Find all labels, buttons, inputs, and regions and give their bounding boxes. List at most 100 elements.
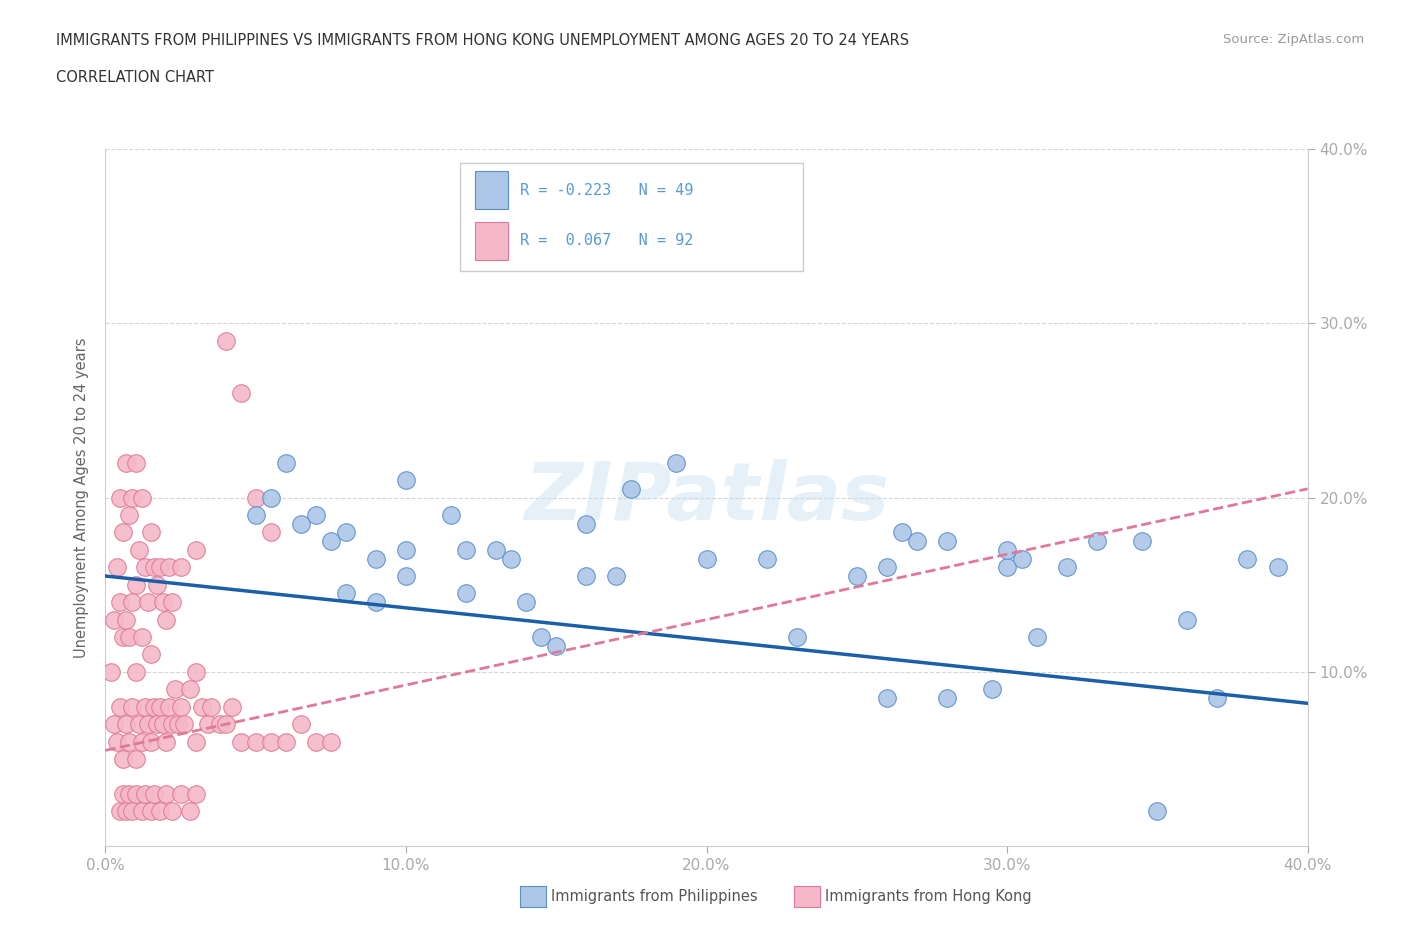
- Point: [148, 804, 170, 819]
- Point: [124, 787, 146, 802]
- Text: Immigrants from Hong Kong: Immigrants from Hong Kong: [825, 889, 1032, 904]
- Point: [118, 735, 141, 750]
- Point: [155, 612, 177, 627]
- Point: [169, 699, 191, 714]
- Point: [335, 525, 357, 540]
- Point: [115, 456, 138, 471]
- Point: [1026, 630, 1049, 644]
- Point: [214, 333, 236, 348]
- Point: [155, 787, 177, 802]
- Point: [139, 647, 162, 662]
- Point: [107, 560, 129, 575]
- Point: [124, 665, 146, 680]
- Point: [118, 787, 141, 802]
- Point: [139, 525, 162, 540]
- Point: [179, 682, 201, 697]
- Point: [131, 804, 153, 819]
- Point: [208, 717, 231, 732]
- Point: [995, 560, 1018, 575]
- Point: [110, 490, 132, 505]
- Point: [169, 560, 191, 575]
- Point: [160, 717, 183, 732]
- Point: [184, 735, 207, 750]
- Point: [1267, 560, 1289, 575]
- Point: [148, 560, 170, 575]
- Point: [1236, 551, 1258, 566]
- Point: [115, 717, 138, 732]
- Point: [112, 525, 135, 540]
- Point: [157, 560, 180, 575]
- Text: Source: ZipAtlas.com: Source: ZipAtlas.com: [1223, 33, 1364, 46]
- Point: [173, 717, 195, 732]
- Point: [157, 699, 180, 714]
- Point: [128, 542, 150, 557]
- Point: [1011, 551, 1033, 566]
- Point: [136, 717, 159, 732]
- Point: [124, 456, 146, 471]
- Point: [305, 735, 328, 750]
- Point: [110, 804, 132, 819]
- Point: [245, 735, 267, 750]
- Text: CORRELATION CHART: CORRELATION CHART: [56, 70, 214, 85]
- Point: [395, 542, 418, 557]
- Point: [1146, 804, 1168, 819]
- Point: [136, 595, 159, 610]
- Point: [1085, 534, 1108, 549]
- Point: [605, 568, 627, 583]
- Point: [112, 787, 135, 802]
- Point: [905, 534, 928, 549]
- Point: [575, 516, 598, 531]
- Point: [121, 490, 143, 505]
- Point: [142, 787, 165, 802]
- Point: [155, 735, 177, 750]
- Point: [107, 735, 129, 750]
- Point: [197, 717, 219, 732]
- Point: [142, 560, 165, 575]
- Point: [290, 717, 312, 732]
- Point: [305, 508, 328, 523]
- Text: R = -0.223   N = 49: R = -0.223 N = 49: [520, 182, 693, 197]
- Point: [103, 717, 125, 732]
- Point: [981, 682, 1004, 697]
- Point: [112, 751, 135, 766]
- Point: [454, 586, 477, 601]
- Point: [131, 490, 153, 505]
- Point: [184, 542, 207, 557]
- Point: [575, 568, 598, 583]
- Bar: [474, 171, 508, 209]
- Point: [440, 508, 463, 523]
- Point: [665, 456, 688, 471]
- Point: [131, 735, 153, 750]
- Y-axis label: Unemployment Among Ages 20 to 24 years: Unemployment Among Ages 20 to 24 years: [75, 338, 90, 658]
- Point: [163, 682, 186, 697]
- Point: [1056, 560, 1078, 575]
- Point: [274, 735, 297, 750]
- Point: [142, 699, 165, 714]
- Point: [121, 804, 143, 819]
- Point: [876, 691, 898, 706]
- Point: [260, 490, 283, 505]
- Point: [995, 542, 1018, 557]
- Point: [134, 560, 156, 575]
- Point: [160, 804, 183, 819]
- Point: [229, 386, 252, 401]
- Point: [152, 717, 174, 732]
- Point: [145, 717, 167, 732]
- Point: [179, 804, 201, 819]
- Point: [364, 551, 387, 566]
- Point: [112, 630, 135, 644]
- Point: [290, 516, 312, 531]
- Point: [260, 525, 283, 540]
- Point: [890, 525, 912, 540]
- Text: IMMIGRANTS FROM PHILIPPINES VS IMMIGRANTS FROM HONG KONG UNEMPLOYMENT AMONG AGES: IMMIGRANTS FROM PHILIPPINES VS IMMIGRANT…: [56, 33, 910, 47]
- Point: [501, 551, 523, 566]
- Point: [214, 717, 236, 732]
- Point: [260, 735, 283, 750]
- Point: [546, 638, 568, 653]
- Point: [245, 508, 267, 523]
- Bar: [474, 221, 508, 260]
- Point: [395, 472, 418, 487]
- Point: [786, 630, 808, 644]
- Point: [145, 578, 167, 592]
- Point: [121, 595, 143, 610]
